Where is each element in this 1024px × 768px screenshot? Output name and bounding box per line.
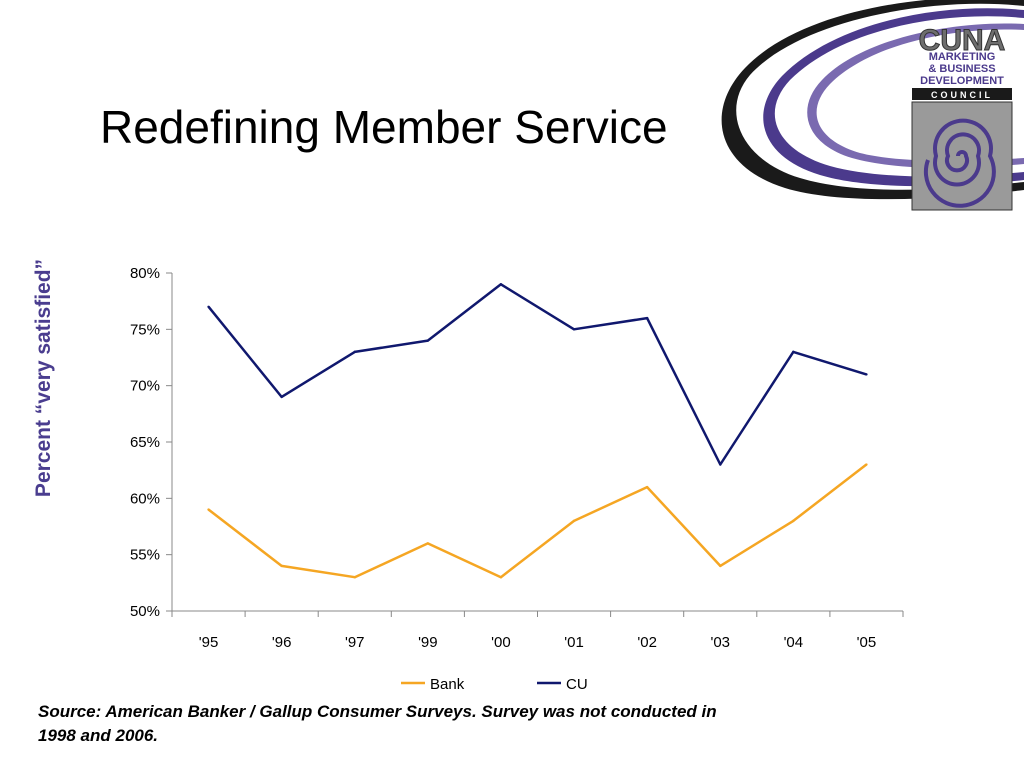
x-tick-label: '97 [345, 634, 365, 651]
chart-series [207, 283, 868, 579]
data-point-bank [865, 463, 868, 466]
data-point-bank [207, 508, 210, 511]
x-tick-label: '00 [491, 634, 511, 651]
data-point-bank [572, 519, 576, 523]
x-tick-label: '05 [857, 634, 877, 651]
series-line-cu [207, 283, 867, 466]
logo-marketing-text: MARKETING [929, 51, 996, 63]
x-tick-label: '99 [418, 634, 438, 651]
data-point-bank [645, 485, 649, 489]
x-tick-label: '02 [637, 634, 657, 651]
logo-council-bar [912, 88, 1012, 100]
data-point-cu [719, 463, 722, 466]
x-tick-label: '96 [272, 634, 292, 651]
y-tick-label: 55% [130, 547, 160, 564]
data-point-bank [792, 519, 795, 523]
line-chart: 50% 55% 60% 65% 70% 75% 80% '95 '96 '97 '99 '00 '01 '… [130, 265, 904, 693]
y-tick-label: 50% [130, 603, 160, 620]
data-point-cu [572, 328, 576, 331]
data-point-bank [280, 564, 283, 568]
spiral-icon [923, 118, 996, 208]
data-point-bank [353, 576, 356, 579]
chart-ticks: 50% 55% 60% 65% 70% 75% 80% '95 '96 '97 '99 '00 '01 '… [130, 265, 904, 651]
y-tick-label: 75% [130, 321, 160, 338]
x-tick-label: '04 [784, 634, 804, 651]
cuna-logo: CUNA MARKETING & BUSINESS DEVELOPMENT CO… [721, 0, 1024, 211]
data-point-cu [792, 350, 795, 354]
logo-swoosh-inner [807, 23, 1024, 168]
y-tick-label: 80% [130, 265, 160, 282]
x-tick-label: '01 [564, 634, 584, 651]
logo-business-text: & BUSINESS [928, 63, 995, 75]
logo-development-text: DEVELOPMENT [920, 75, 1004, 87]
y-tick-label: 70% [130, 378, 160, 395]
series-line-bank [207, 463, 868, 579]
chart-legend: Bank CU [401, 676, 588, 693]
data-point-bank [426, 542, 430, 545]
data-point-cu [207, 305, 210, 308]
data-point-bank [719, 564, 722, 568]
logo-council-text: COUNCIL [931, 90, 993, 100]
logo-cuna-text: CUNA [919, 24, 1006, 57]
data-point-bank [499, 576, 503, 579]
data-point-cu [426, 339, 430, 342]
legend-label-cu: CU [566, 676, 588, 693]
x-tick-label: '95 [199, 634, 219, 651]
chart-axes [171, 273, 903, 612]
data-point-cu [499, 283, 503, 286]
y-tick-label: 60% [130, 490, 160, 507]
data-point-cu [280, 395, 283, 399]
y-tick-label: 65% [130, 434, 160, 451]
legend-label-bank: Bank [430, 676, 465, 693]
data-point-cu [865, 373, 868, 376]
slide-title: Redefining Member Service [100, 101, 668, 153]
data-point-cu [645, 316, 649, 320]
x-tick-label: '03 [710, 634, 730, 651]
data-point-cu [353, 350, 356, 354]
source-note: Source: American Banker / Gallup Consume… [38, 702, 717, 745]
